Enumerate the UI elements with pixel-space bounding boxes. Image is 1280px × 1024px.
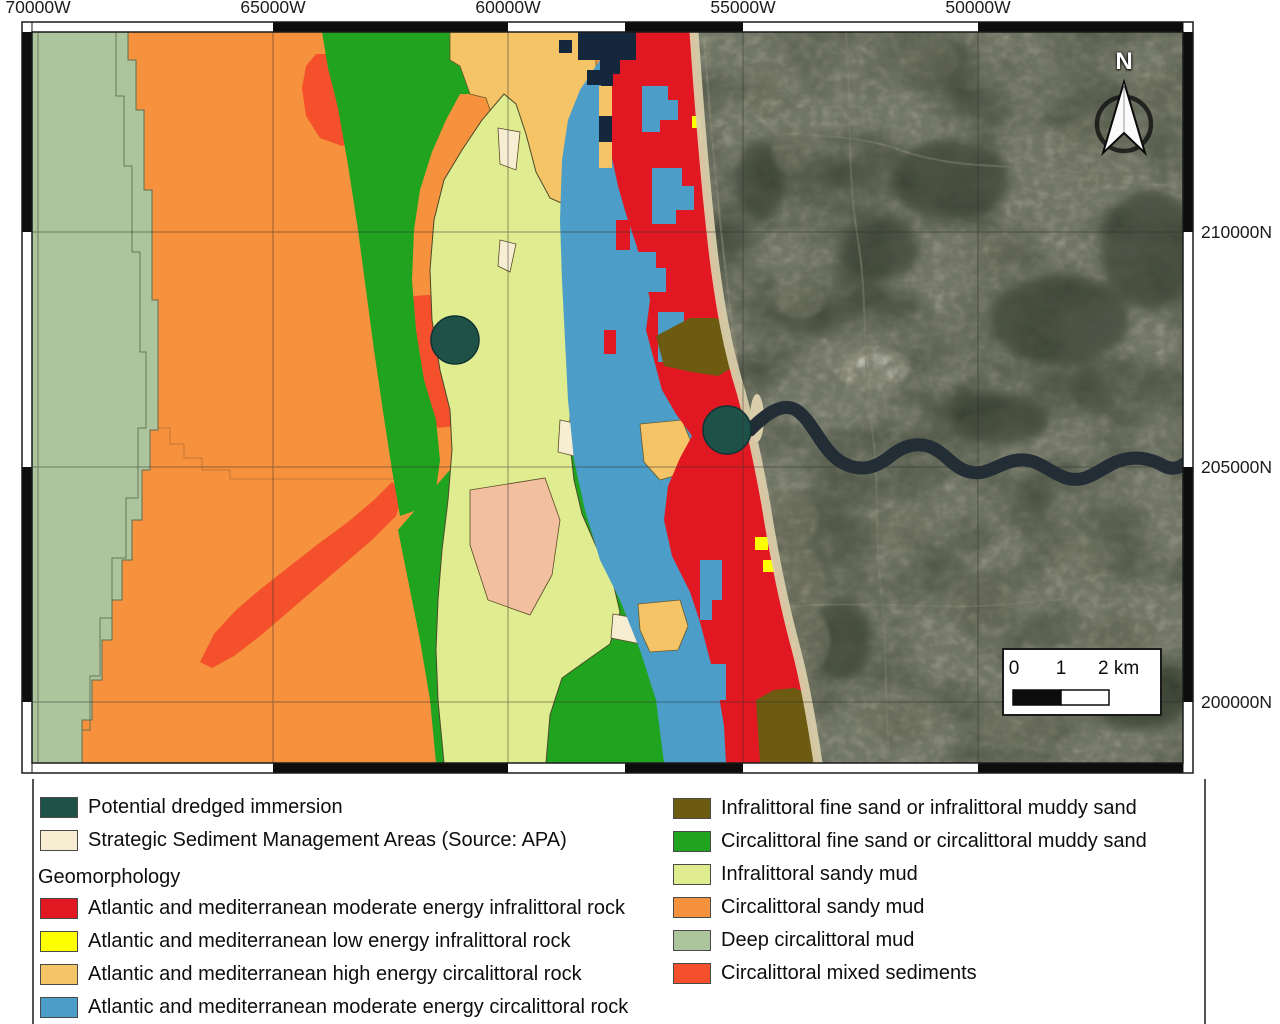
legend-row: Circalittoral fine sand or circalittoral… <box>673 830 1147 852</box>
low-energy-rock-pixel <box>755 537 768 550</box>
axis-label-top: 65000W <box>240 0 306 17</box>
legend-row: Circalittoral sandy mud <box>673 896 924 918</box>
legend-swatch-green <box>673 830 711 852</box>
blue-pixel-cluster <box>630 252 666 304</box>
axis-label-right: 200000N <box>1201 692 1273 712</box>
legend-row: Potential dredged immersion <box>40 796 343 818</box>
legend-row: Deep circalittoral mud <box>673 929 914 951</box>
legend-label: Atlantic and mediterranean high energy c… <box>88 962 582 985</box>
legend-swatch-graygreen <box>673 929 711 951</box>
dark-class-pixel <box>601 60 613 86</box>
north-arrow-icon <box>1094 78 1154 157</box>
dark-class-pixel <box>587 70 601 85</box>
rock-pixel <box>604 330 616 354</box>
axis-label-top: 55000W <box>710 0 776 17</box>
blue-pixel-cluster <box>642 86 678 132</box>
dredged-immersion-site-2 <box>702 405 752 455</box>
coast-pixel <box>599 168 612 190</box>
legend-swatch-cream <box>40 829 78 851</box>
graticule <box>32 32 1183 763</box>
legend-label: Atlantic and mediterranean low energy in… <box>88 929 571 952</box>
polygon-boundary-line <box>157 400 424 480</box>
coast-pixel <box>599 86 612 116</box>
legend-label: Circalittoral fine sand or circalittoral… <box>721 829 1147 852</box>
legend-row: Atlantic and mediterranean low energy in… <box>40 930 570 952</box>
scale-label-0: 0 <box>1008 658 1020 679</box>
mud-boundary-line <box>81 32 147 763</box>
legend-label: Atlantic and mediterranean moderate ener… <box>88 896 625 919</box>
ssma-patch-2 <box>497 239 517 273</box>
legend-row: Circalittoral mixed sediments <box>673 962 977 984</box>
legend-swatch-tan <box>40 963 78 985</box>
legend-row: Atlantic and mediterranean moderate ener… <box>40 996 628 1018</box>
legend-swatch-blue <box>40 996 78 1018</box>
dredged-immersion-site-1 <box>430 315 480 365</box>
legend-swatch-red <box>40 897 78 919</box>
legend-swatch-orangered <box>673 962 711 984</box>
legend-row: Infralittoral fine sand or infralittoral… <box>673 797 1137 819</box>
mixed-sediments-diagonal <box>200 482 404 668</box>
scale-label-1: 1 <box>1055 658 1067 679</box>
legend-swatch-olive <box>673 797 711 819</box>
legend-swatch-orange <box>673 896 711 918</box>
coast-pixel <box>599 142 612 168</box>
geomorphology-title: Geomorphology <box>38 866 181 888</box>
legend-swatch-teal <box>40 796 78 818</box>
river <box>743 401 1183 486</box>
legend-swatch-yellow <box>40 930 78 952</box>
infralittoral-fine-sand-south <box>756 688 816 763</box>
rock-pixel <box>616 220 630 250</box>
legend-label: Strategic Sediment Management Areas (Sou… <box>88 828 567 851</box>
legend-row: Atlantic and mediterranean high energy c… <box>40 963 582 985</box>
blue-pixel-cluster <box>700 560 722 620</box>
ssma-patch-salmon <box>469 477 561 616</box>
infralittoral-fine-sand-mid <box>656 318 742 376</box>
legend-row: Strategic Sediment Management Areas (Sou… <box>40 829 567 851</box>
legend-label: Infralittoral fine sand or infralittoral… <box>721 796 1137 819</box>
dark-class-pixel <box>599 116 612 142</box>
axis-label-right: 205000N <box>1201 457 1273 477</box>
legend-swatch-palegreen <box>673 863 711 885</box>
deep-circalittoral-mud-zone <box>32 32 159 763</box>
zebra-border <box>21 21 1194 774</box>
blue-pixel-cluster <box>706 664 726 716</box>
blue-pixel-cluster <box>652 168 694 224</box>
axis-label-right: 210000N <box>1201 222 1273 242</box>
legend-label: Infralittoral sandy mud <box>721 862 918 885</box>
high-energy-rock-east2 <box>637 599 689 653</box>
legend-row: Infralittoral sandy mud <box>673 863 918 885</box>
scale-label-2km: 2 km <box>1098 658 1140 679</box>
legend-label: Circalittoral sandy mud <box>721 895 925 918</box>
axis-label-top: 70000W <box>5 0 71 17</box>
axis-label-top: 50000W <box>945 0 1011 17</box>
dark-class-pixels <box>578 32 636 74</box>
scale-bar <box>1002 648 1162 716</box>
north-label: N <box>1115 48 1133 75</box>
legend-label: Deep circalittoral mud <box>721 928 915 951</box>
axis-label-top: 60000W <box>475 0 541 17</box>
circalittoral-fine-sand-west <box>322 32 504 516</box>
dark-class-pixel <box>559 40 572 53</box>
legend-label: Potential dredged immersion <box>88 795 343 818</box>
legend-label: Atlantic and mediterranean moderate ener… <box>88 995 629 1018</box>
legend-label: Circalittoral mixed sediments <box>721 961 977 984</box>
legend-row: Atlantic and mediterranean moderate ener… <box>40 897 625 919</box>
ssma-patch-1 <box>497 127 521 171</box>
